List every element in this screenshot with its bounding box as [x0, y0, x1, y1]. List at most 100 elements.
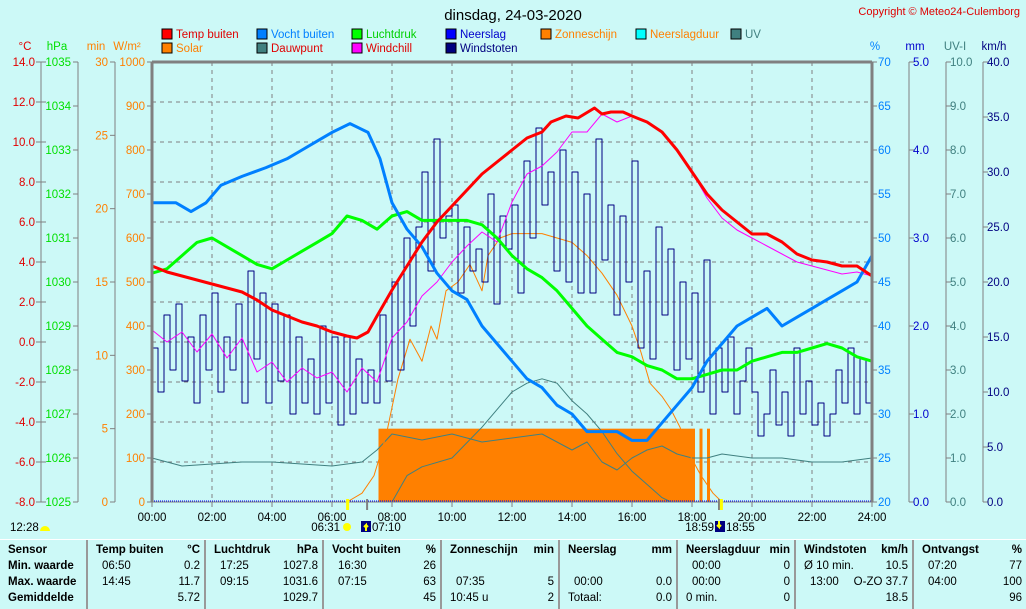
wind-tick-label: 15.0 — [987, 332, 1009, 344]
stats-cell-time: 16:30 — [338, 560, 367, 572]
temp-tick-label: 0.0 — [19, 337, 35, 349]
stats-cell-time: 14:45 — [102, 576, 131, 588]
stats-header-label: Ontvangst — [922, 544, 979, 556]
stats-cell-time: 13:00 — [810, 576, 839, 588]
temp-tick-label: -4.0 — [15, 417, 35, 429]
pressure-tick-label: 1033 — [45, 145, 71, 157]
stats-header-unit: km/h — [881, 544, 908, 556]
stats-cell-value: 0.0 — [656, 592, 672, 604]
stats-cell-time: 00:00 — [574, 576, 603, 588]
legend: Temp buiten Solar Vocht buiten Dauwpunt Luch… — [161, 28, 761, 55]
x-tick-label: 16:00 — [618, 512, 647, 524]
stats-row: 10:45 u 2 — [442, 592, 560, 608]
sun-icon — [343, 523, 351, 531]
stats-column: Neerslagduur min 00:00 0 00:00 0 0 min. 0 — [676, 540, 796, 609]
stats-header: Vocht buiten% — [324, 544, 442, 560]
stats-cell-value: 18.5 — [885, 592, 908, 604]
uv-tick-label: 0.0 — [950, 497, 966, 509]
rain-tick-label: 0.0 — [913, 497, 929, 509]
x-tick-label: 20:00 — [738, 512, 767, 524]
stats-header-label: Vocht buiten — [332, 544, 401, 556]
series-dauwpunt — [151, 433, 873, 471]
stats-column: Sensor Min. waarde Max. waarde Gemiddelde — [0, 540, 86, 609]
stats-cell-value: 10.5 — [885, 560, 908, 572]
sunset-time: 18:59 — [685, 522, 714, 534]
stats-row: 00:00 0.0 — [560, 576, 678, 592]
stats-cell-time: Ø 10 min. — [804, 560, 854, 572]
legend-swatch — [161, 28, 173, 40]
pressure-tick-label: 1034 — [45, 101, 71, 113]
stats-cell-time: 04:00 — [928, 576, 957, 588]
legend-swatch — [445, 28, 457, 40]
wind-tick-label: 35.0 — [987, 112, 1009, 124]
temp-tick-label: -8.0 — [15, 497, 35, 509]
x-tick-label: 14:00 — [558, 512, 587, 524]
stats-row: 45 — [324, 592, 442, 608]
humidity-tick-label: 50 — [878, 233, 891, 245]
stats-row: Totaal: 0.0 — [560, 592, 678, 608]
minutes-tick-label: 25 — [95, 130, 108, 142]
legend-label: Luchtdruk — [366, 29, 417, 41]
series-luchtdruk — [151, 210, 873, 381]
plot-frame — [150, 60, 874, 503]
stats-cell-value: 1031.6 — [282, 576, 318, 588]
stats-cell-value: 0.0 — [656, 576, 672, 588]
legend-swatch — [635, 28, 647, 40]
stats-header-label: Temp buiten — [96, 544, 164, 556]
stats-cell-time: 17:25 — [220, 560, 249, 572]
pressure-tick-label: 1027 — [45, 409, 71, 421]
temp-tick-label: -2.0 — [15, 377, 35, 389]
legend-label: Neerslagduur — [650, 29, 719, 41]
solar-axis-unit: W/m² — [113, 41, 141, 53]
stats-cell-time: 09:15 — [220, 576, 249, 588]
stats-header-unit: mm — [651, 544, 672, 556]
wind-tick-label: 10.0 — [987, 387, 1009, 399]
legend-swatch — [256, 42, 268, 54]
wind-tick-label: 5.0 — [987, 442, 1003, 454]
solar-tick-label: 900 — [126, 101, 145, 113]
minutes-tick-label: 15 — [95, 277, 108, 289]
stats-row: 00:00 0 — [678, 560, 796, 576]
stats-cell-time: 0 min. — [686, 592, 718, 604]
x-tick-label: 22:00 — [798, 512, 827, 524]
humidity-axis-unit: % — [870, 41, 880, 53]
wind-tick-label: 20.0 — [987, 277, 1009, 289]
stats-cell-value: 0 — [783, 592, 790, 604]
stats-cell-time: 07:20 — [928, 560, 957, 572]
stats-column: Ontvangst% 07:20 77 04:00 100 96 — [912, 540, 1026, 609]
sunshine-bar — [699, 428, 703, 502]
stats-row: Ø 10 min. 10.5 — [796, 560, 914, 576]
legend-swatch — [445, 42, 457, 54]
rain-tick-label: 5.0 — [913, 57, 929, 69]
stats-cell-value: 0.2 — [184, 560, 200, 572]
series — [151, 106, 874, 503]
stats-cell-value: 96 — [1009, 592, 1022, 604]
stats-column: Zonneschijn min 07:35 5 10:45 u 2 — [440, 540, 560, 609]
stats-cell-value: 11.7 — [178, 576, 200, 588]
stats-header-unit: % — [425, 544, 436, 556]
stats-cell-value: 26 — [423, 560, 436, 572]
legend-label: Vocht buiten — [271, 29, 334, 41]
stats-cell-time: 06:50 — [102, 560, 131, 572]
moonset-time: 12:28 — [10, 522, 39, 534]
temp-tick-label: 12.0 — [13, 97, 35, 109]
x-tick-label: 06:00 — [318, 512, 347, 524]
temp-tick-label: 14.0 — [13, 57, 35, 69]
x-axis: 00:00 02:00 04:00 06:00 08:00 10:00 12:00 14:00… — [138, 502, 887, 524]
stats-cell-value: 45 — [423, 592, 436, 604]
x-tick-label: 12:00 — [498, 512, 527, 524]
uv-tick-label: 3.0 — [950, 365, 966, 377]
solar-tick-label: 700 — [126, 189, 145, 201]
stats-column: Neerslag mm 00:00 0.0 Totaal: 0.0 — [558, 540, 678, 609]
stats-header: Temp buiten °C — [88, 544, 206, 560]
stats-row: 16:30 26 — [324, 560, 442, 576]
stats-row: 00:00 0 — [678, 576, 796, 592]
stats-row: 09:15 1031.6 — [206, 576, 324, 592]
legend-swatch — [161, 42, 173, 54]
uv-tick-label: 7.0 — [950, 189, 966, 201]
pressure-tick-label: 1031 — [45, 233, 71, 245]
x-tick-label: 02:00 — [198, 512, 227, 524]
stats-cell-value: 1029.7 — [282, 592, 318, 604]
stats-column: Temp buiten °C 06:50 0.2 14:45 11.7 5.72 — [86, 540, 206, 609]
x-tick-label: 24:00 — [858, 512, 887, 524]
